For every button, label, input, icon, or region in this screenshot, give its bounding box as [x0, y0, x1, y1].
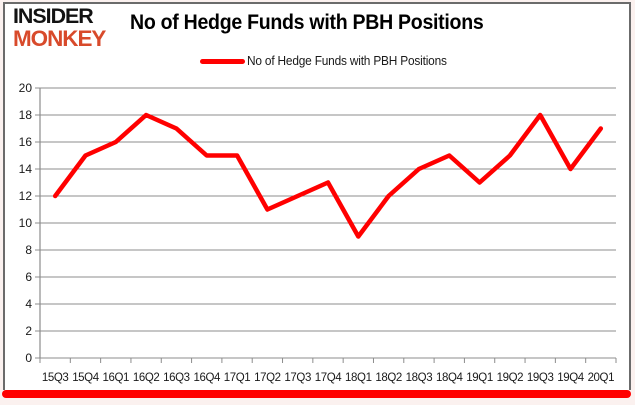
x-tick-label: 17Q4 [315, 372, 343, 384]
x-tick-label: 15Q3 [42, 372, 69, 384]
x-tick-label: 18Q3 [406, 372, 433, 384]
x-tick-label: 18Q1 [345, 372, 372, 384]
chart-legend: No of Hedge Funds with PBH Positions [200, 54, 457, 68]
insider-monkey-logo: INSIDER MONKEY [13, 5, 106, 51]
legend-line-swatch [200, 58, 245, 64]
data-series-line [52, 112, 604, 239]
x-tick-label: 19Q4 [557, 372, 585, 384]
y-tick-label: 20 [19, 81, 33, 95]
y-tick-label: 4 [25, 297, 32, 311]
y-tick-label: 18 [19, 108, 33, 122]
y-tick-label: 6 [25, 270, 32, 284]
x-tick-label: 16Q2 [133, 372, 160, 384]
y-tick-label: 10 [19, 216, 33, 230]
logo-text-insider: INSIDER [13, 5, 94, 28]
x-tick-label: 19Q1 [466, 372, 493, 384]
x-tick-label: 19Q2 [497, 372, 524, 384]
x-tick-label: 18Q2 [375, 372, 402, 384]
y-tick-label: 12 [19, 189, 33, 203]
logo-text-monkey: MONKEY [13, 25, 106, 51]
x-tick-label: 15Q4 [72, 372, 100, 384]
x-tick-label: 16Q3 [163, 372, 190, 384]
y-tick-label: 8 [25, 243, 32, 257]
x-tick-label: 16Q4 [193, 372, 221, 384]
x-tick-label: 17Q2 [254, 372, 281, 384]
y-tick-label: 14 [19, 162, 33, 176]
x-tick-label: 17Q1 [224, 372, 251, 384]
bottom-red-bar [2, 390, 631, 398]
legend-label: No of Hedge Funds with PBH Positions [247, 54, 447, 68]
x-tick-label: 20Q1 [588, 372, 615, 384]
x-tick-label: 16Q1 [103, 372, 130, 384]
y-tick-label: 2 [25, 324, 32, 338]
x-tick-label: 19Q3 [527, 372, 554, 384]
chart-title: No of Hedge Funds with PBH Positions [130, 11, 484, 34]
x-tick-label: 18Q4 [436, 372, 464, 384]
y-tick-label: 0 [25, 351, 32, 365]
y-tick-label: 16 [19, 135, 33, 149]
x-tick-label: 17Q3 [284, 372, 311, 384]
